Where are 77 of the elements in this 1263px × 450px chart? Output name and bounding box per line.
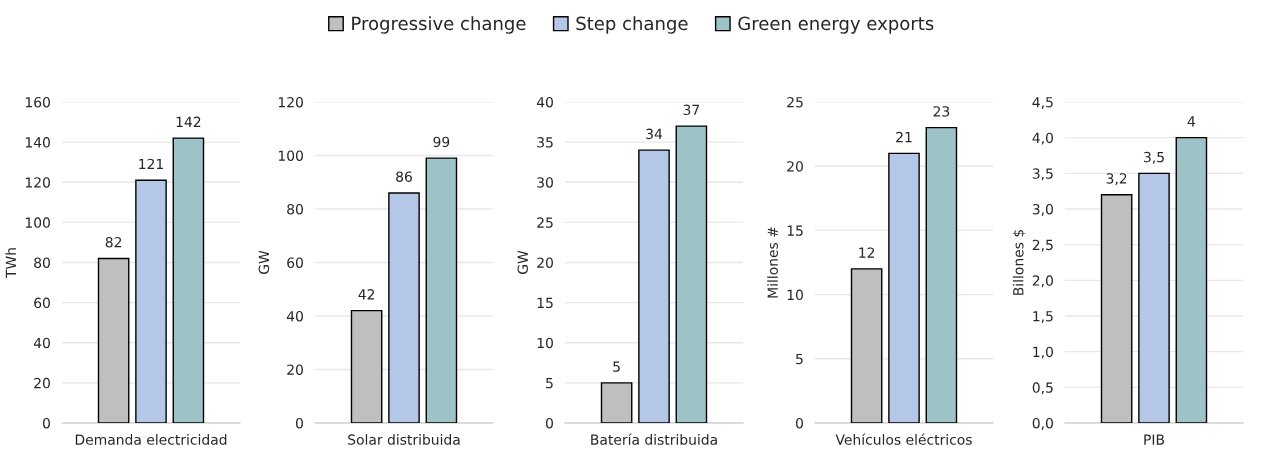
data-label: 34 bbox=[646, 128, 663, 140]
legend-label: Step change bbox=[576, 16, 688, 34]
y-tick-label: 60 bbox=[287, 257, 303, 268]
bar bbox=[925, 126, 958, 423]
y-tick-label: 40 bbox=[33, 337, 50, 349]
data-label: 23 bbox=[933, 106, 950, 117]
y-tick-label: 60 bbox=[34, 297, 50, 309]
y-axis-title: GW bbox=[258, 250, 270, 274]
y-tick-label: 100 bbox=[278, 150, 303, 161]
y-tick-label: 80 bbox=[34, 257, 50, 268]
data-label: 3,5 bbox=[1144, 151, 1164, 164]
y-tick-label: 30 bbox=[537, 177, 553, 188]
x-tick-label: Batería distribuida bbox=[591, 433, 717, 445]
data-label: 42 bbox=[358, 289, 375, 300]
bar bbox=[425, 157, 458, 423]
bar bbox=[172, 137, 205, 423]
y-tick-label: 5 bbox=[796, 353, 803, 365]
x-tick-label: Solar distribuida bbox=[348, 434, 460, 445]
bar bbox=[388, 192, 420, 423]
y-tick-label: 10 bbox=[537, 337, 553, 349]
y-tick-label: 20 bbox=[537, 257, 553, 268]
y-tick-label: 0 bbox=[42, 417, 50, 429]
data-label: 21 bbox=[896, 131, 912, 143]
y-axis-title: Billones $ bbox=[1012, 229, 1026, 295]
data-label: 86 bbox=[396, 171, 412, 182]
y-tick-label: 20 bbox=[287, 364, 303, 375]
y-tick-label: 35 bbox=[537, 137, 553, 148]
y-tick-label: 4,0 bbox=[1032, 132, 1053, 145]
y-tick-label: 2,0 bbox=[1032, 275, 1053, 288]
y-tick-label: 0,5 bbox=[1032, 382, 1053, 395]
y-tick-label: 3,0 bbox=[1032, 203, 1053, 216]
y-tick-label: 120 bbox=[278, 96, 303, 108]
y-tick-label: 25 bbox=[787, 96, 803, 108]
y-tick-label: 15 bbox=[787, 225, 803, 236]
bar bbox=[888, 152, 920, 423]
y-tick-label: 2,5 bbox=[1032, 239, 1053, 252]
y-tick-label: 5 bbox=[546, 378, 553, 389]
y-tick-label: 1,0 bbox=[1033, 346, 1053, 359]
y-tick-label: 25 bbox=[537, 217, 553, 228]
bar bbox=[135, 179, 167, 423]
data-label: 5 bbox=[613, 361, 620, 372]
y-axis-title: TWh bbox=[5, 248, 16, 279]
y-tick-label: 160 bbox=[25, 96, 50, 108]
y-tick-label: 20 bbox=[787, 161, 803, 172]
data-label: 142 bbox=[176, 116, 201, 127]
data-label: 99 bbox=[433, 136, 450, 148]
data-label: 3,2 bbox=[1106, 173, 1127, 186]
y-tick-label: 20 bbox=[34, 377, 50, 389]
y-tick-label: 0 bbox=[545, 417, 553, 429]
x-tick-label: Vehículos eléctricos bbox=[835, 433, 972, 445]
y-axis-title: GW bbox=[517, 250, 528, 274]
y-tick-label: 140 bbox=[25, 137, 50, 148]
x-tick-label: Demanda electricidad bbox=[75, 434, 227, 445]
data-label: 82 bbox=[105, 236, 122, 248]
legend-label: Progressive change bbox=[352, 16, 526, 34]
y-tick-label: 100 bbox=[25, 217, 50, 228]
bar bbox=[638, 149, 670, 423]
y-tick-label: 0 bbox=[295, 417, 303, 429]
y-axis-title: Millones # bbox=[767, 227, 778, 298]
y-tick-label: 1,5 bbox=[1033, 311, 1053, 323]
y-tick-label: 4,5 bbox=[1032, 97, 1053, 109]
y-tick-label: 3,5 bbox=[1032, 168, 1053, 181]
y-tick-label: 40 bbox=[286, 310, 303, 322]
y-tick-label: 40 bbox=[536, 96, 553, 108]
data-label: 12 bbox=[859, 247, 875, 258]
y-tick-label: 0,0 bbox=[1032, 417, 1053, 430]
data-label: 37 bbox=[683, 104, 700, 116]
legend-label: Green energy exports bbox=[738, 16, 934, 34]
bar bbox=[675, 125, 708, 423]
y-tick-label: 120 bbox=[25, 177, 50, 188]
data-label: 4 bbox=[1187, 116, 1196, 127]
y-tick-label: 15 bbox=[537, 297, 553, 309]
y-tick-label: 0 bbox=[795, 417, 803, 429]
y-tick-label: 80 bbox=[287, 203, 303, 215]
x-tick-label: PIB bbox=[1144, 434, 1165, 445]
y-tick-label: 10 bbox=[787, 289, 803, 301]
data-label: 121 bbox=[139, 158, 163, 170]
